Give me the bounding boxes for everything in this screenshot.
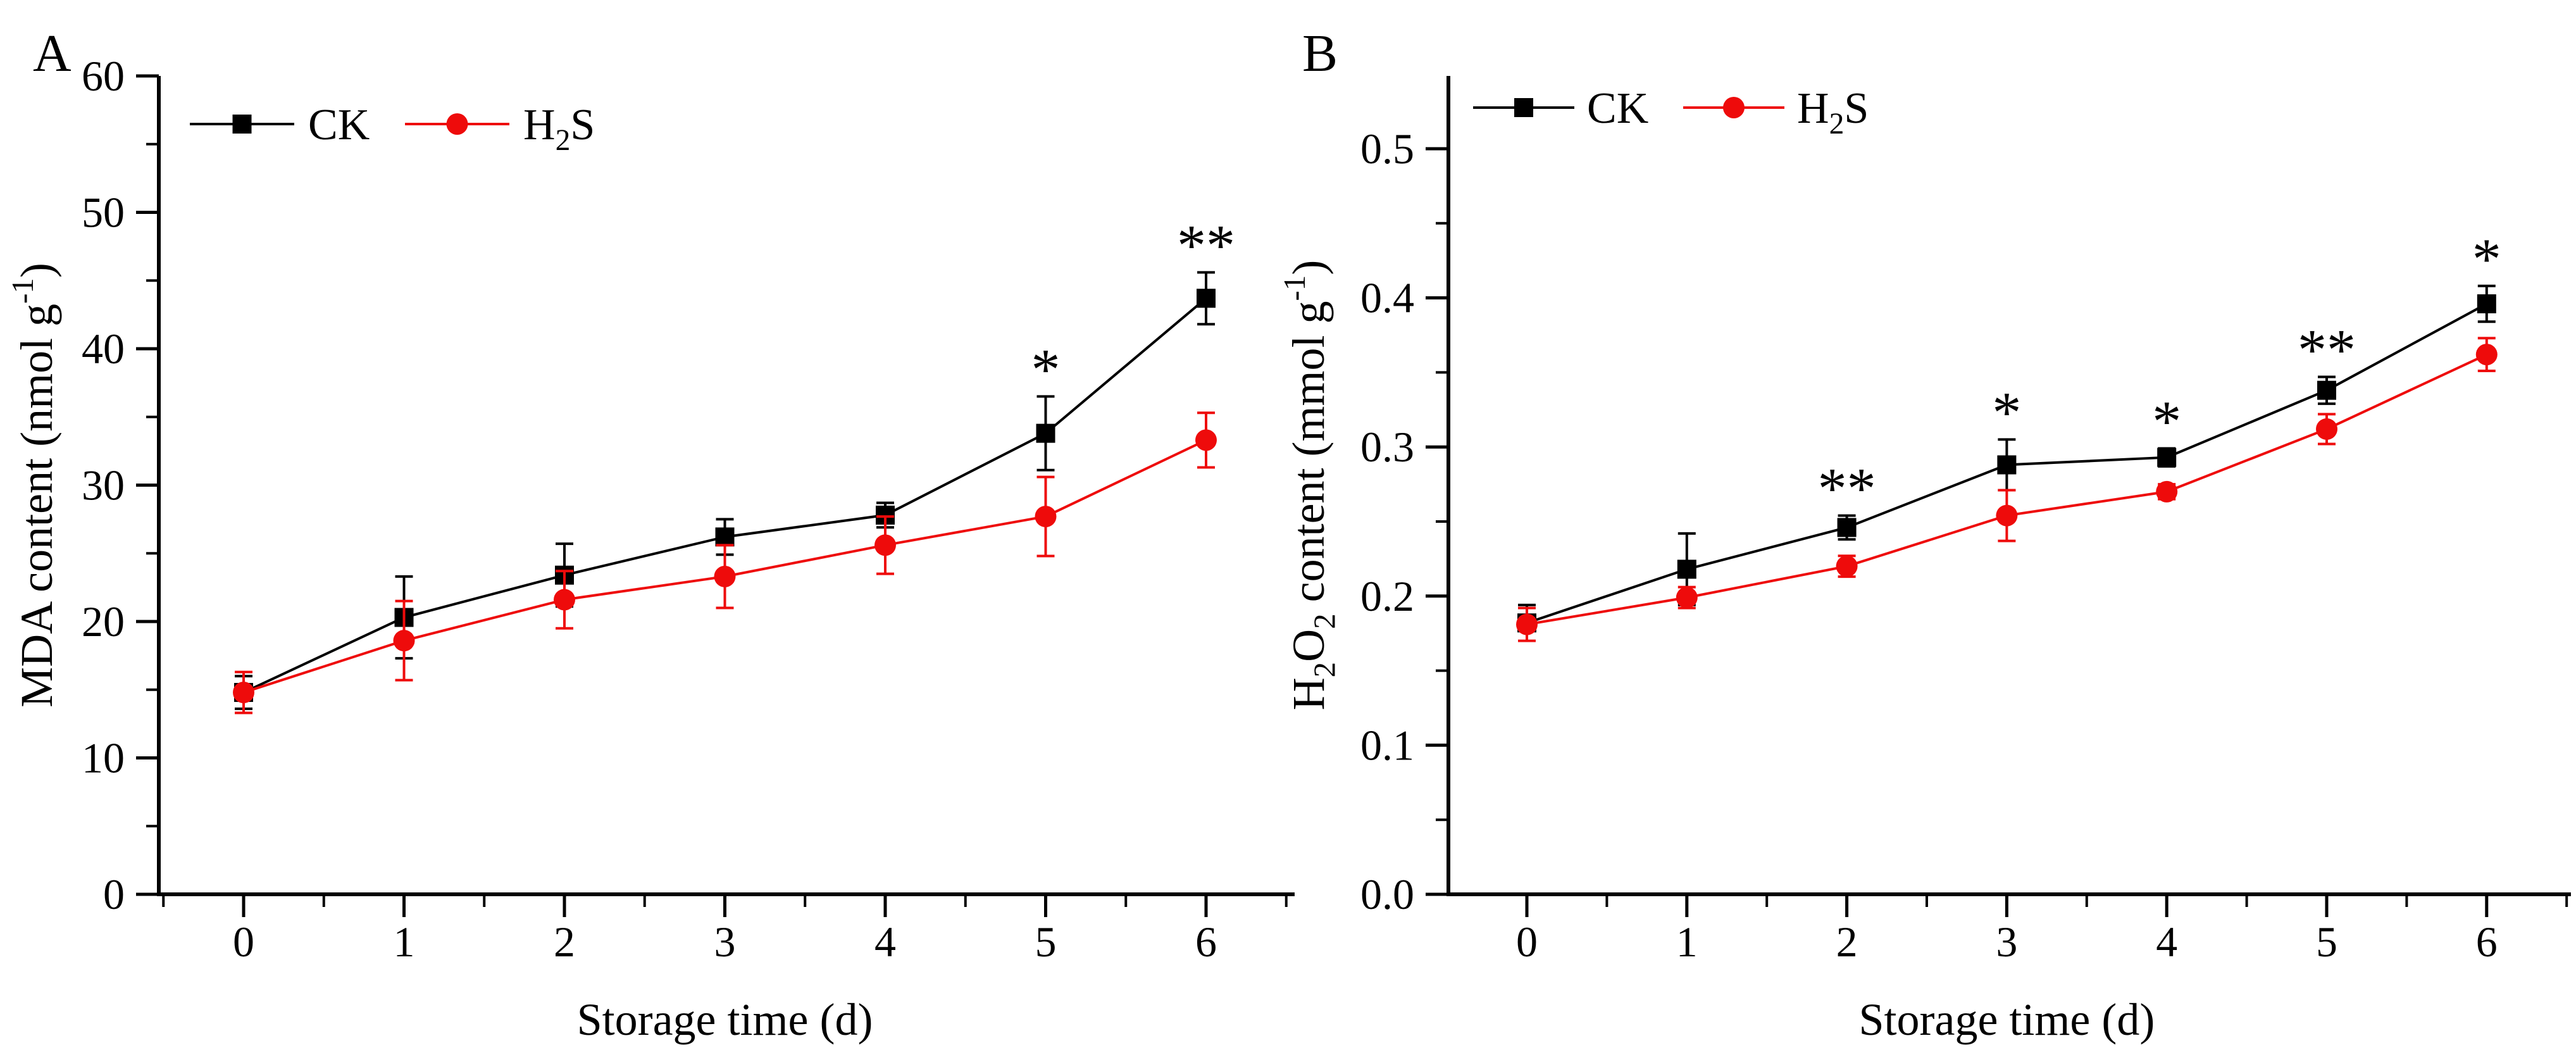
data-point-marker bbox=[1036, 423, 1055, 443]
y-tick-label: 40 bbox=[82, 325, 125, 373]
data-point-marker bbox=[1677, 559, 1696, 579]
data-point-marker bbox=[2316, 418, 2337, 440]
data-point-marker bbox=[1197, 289, 1216, 308]
y-tick-label: 0.5 bbox=[1360, 125, 1414, 173]
significance-asterisk: ** bbox=[1818, 456, 1876, 521]
x-tick-label: 4 bbox=[874, 918, 896, 966]
y-tick-label: 0.1 bbox=[1360, 721, 1414, 769]
significance-asterisk: * bbox=[1031, 337, 1061, 401]
significance-asterisk: ** bbox=[2298, 317, 2356, 382]
x-tick-label: 2 bbox=[554, 918, 575, 966]
y-tick-label: 20 bbox=[82, 597, 125, 646]
y-tick-label: 30 bbox=[82, 461, 125, 509]
x-axis-label-b: Storage time (d) bbox=[1858, 994, 2155, 1045]
y-axis-label-b: H2O2 content (mmol g-1) bbox=[1277, 260, 1342, 711]
x-tick-label: 6 bbox=[2476, 918, 2498, 966]
legend-marker bbox=[446, 113, 468, 135]
x-tick-label: 1 bbox=[1676, 918, 1698, 966]
data-point-marker bbox=[1516, 613, 1538, 635]
x-tick-label: 1 bbox=[394, 918, 415, 966]
data-point-marker bbox=[1836, 555, 1858, 577]
y-axis-label-a: MDA content (nmol g-1) bbox=[5, 263, 62, 708]
legend-label: CK bbox=[1587, 84, 1648, 133]
y-tick-label: 0.0 bbox=[1360, 870, 1414, 918]
y-tick-label: 60 bbox=[82, 52, 125, 100]
x-tick-label: 0 bbox=[1516, 918, 1538, 966]
data-point-marker bbox=[2157, 447, 2177, 467]
y-tick-label: 10 bbox=[82, 734, 125, 782]
data-point-marker bbox=[393, 630, 415, 652]
y-tick-label: 0.2 bbox=[1360, 572, 1414, 620]
data-point-marker bbox=[1996, 504, 2018, 527]
data-point-marker bbox=[554, 589, 575, 611]
series-line bbox=[243, 297, 1207, 694]
x-tick-label: 0 bbox=[233, 918, 254, 966]
series-ck-a bbox=[234, 271, 1216, 710]
x-tick-label: 6 bbox=[1195, 918, 1217, 966]
significance-asterisk: * bbox=[2472, 227, 2501, 291]
y-tick-label: 50 bbox=[82, 189, 125, 237]
legend-label: H2S bbox=[523, 101, 595, 157]
data-point-marker bbox=[1837, 518, 1857, 537]
legend-label: CK bbox=[308, 101, 370, 149]
y-tick-label: 0 bbox=[103, 870, 125, 918]
legend-marker bbox=[1723, 97, 1745, 118]
y-tick-label: 0.3 bbox=[1360, 423, 1414, 471]
significance-asterisk: * bbox=[2152, 389, 2181, 454]
x-axis-label-a: Storage time (d) bbox=[577, 994, 873, 1045]
x-tick-label: 5 bbox=[1035, 918, 1057, 966]
data-point-marker bbox=[1676, 587, 1698, 609]
x-tick-label: 3 bbox=[714, 918, 736, 966]
significance-asterisk: ** bbox=[1177, 213, 1235, 277]
legend-label: H2S bbox=[1797, 84, 1869, 141]
data-point-marker bbox=[715, 527, 735, 547]
data-point-marker bbox=[2477, 294, 2496, 314]
series-h2s-b bbox=[1516, 337, 2498, 642]
panel-b-chart: B 0 1 2 3 4 5 6 0.0 0.1 0.2 0.3 0.4 0.5 Storage time (… bbox=[1277, 24, 2571, 1045]
data-point-marker bbox=[2156, 480, 2178, 503]
data-point-marker bbox=[1997, 455, 2017, 475]
data-point-marker bbox=[1035, 506, 1057, 528]
legend-marker bbox=[232, 115, 252, 134]
legend-b: CK H2S bbox=[1473, 84, 1869, 141]
data-point-marker bbox=[233, 682, 254, 704]
significance-asterisk: * bbox=[1992, 380, 2021, 444]
x-tick-label: 5 bbox=[2316, 918, 2337, 966]
legend-marker bbox=[1514, 98, 1533, 117]
data-point-marker bbox=[2475, 344, 2498, 366]
panel-letter-b: B bbox=[1302, 24, 1338, 83]
data-point-marker bbox=[1195, 429, 1217, 451]
data-point-marker bbox=[2317, 380, 2336, 400]
data-point-marker bbox=[874, 534, 896, 556]
x-tick-label: 3 bbox=[1996, 918, 2017, 966]
y-tick-label: 0.4 bbox=[1360, 274, 1414, 322]
x-tick-label: 2 bbox=[1836, 918, 1858, 966]
x-tick-label: 4 bbox=[2156, 918, 2177, 966]
legend-a: CK H2S bbox=[190, 101, 595, 157]
data-point-marker bbox=[714, 565, 736, 587]
series-h2s-a bbox=[233, 411, 1217, 715]
panel-letter-a: A bbox=[33, 24, 72, 83]
